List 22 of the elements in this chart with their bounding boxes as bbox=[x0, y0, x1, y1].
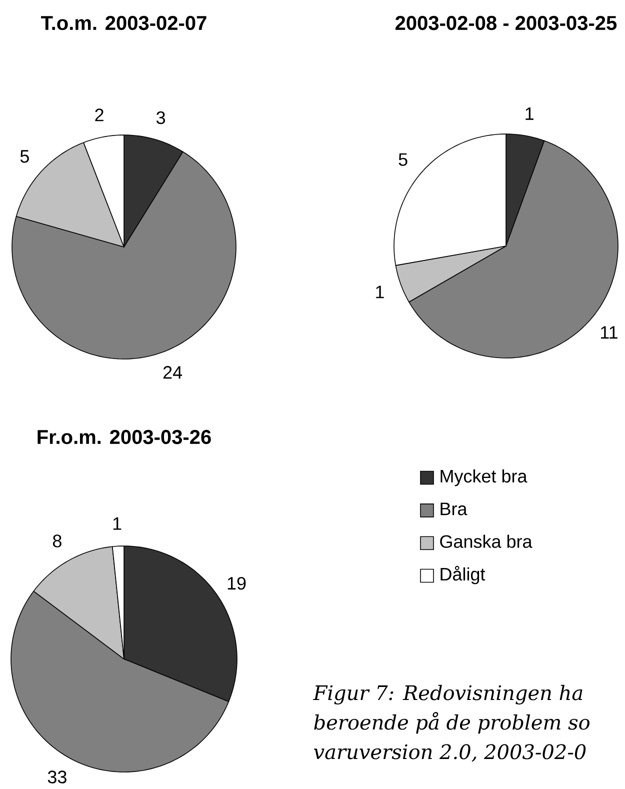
data-label: 1 bbox=[376, 286, 384, 298]
data-label: 11 bbox=[601, 326, 618, 339]
data-label: 1 bbox=[113, 517, 122, 530]
text: varuversion 2.0, 2003-02-0 bbox=[314, 744, 586, 762]
chart-title: T.o.m. 2003-02-07 bbox=[41, 16, 206, 30]
chart-title: Fr.o.m. 2003-03-26 bbox=[38, 430, 211, 444]
data-label: 2 bbox=[95, 108, 104, 122]
text: beroende på de problem so bbox=[314, 712, 590, 734]
data-label: 8 bbox=[52, 534, 62, 548]
legend-label: Bra bbox=[440, 502, 468, 516]
data-label: 5 bbox=[398, 153, 408, 166]
data-label: 3 bbox=[156, 111, 165, 124]
chart-title: 2003-02-08 - 2003-03-25 bbox=[396, 16, 617, 30]
data-label: 24 bbox=[163, 366, 182, 379]
data-label: 5 bbox=[20, 150, 29, 163]
data-label: 33 bbox=[48, 770, 66, 784]
data-label: 19 bbox=[228, 576, 246, 590]
data-label: 1 bbox=[526, 107, 534, 120]
legend-label: Mycket bra bbox=[440, 469, 528, 486]
text: Figur 7: Redovisningen ha bbox=[312, 684, 582, 704]
legend-label: Ganska bra bbox=[440, 534, 532, 548]
legend-label: Dåligt bbox=[440, 566, 486, 584]
